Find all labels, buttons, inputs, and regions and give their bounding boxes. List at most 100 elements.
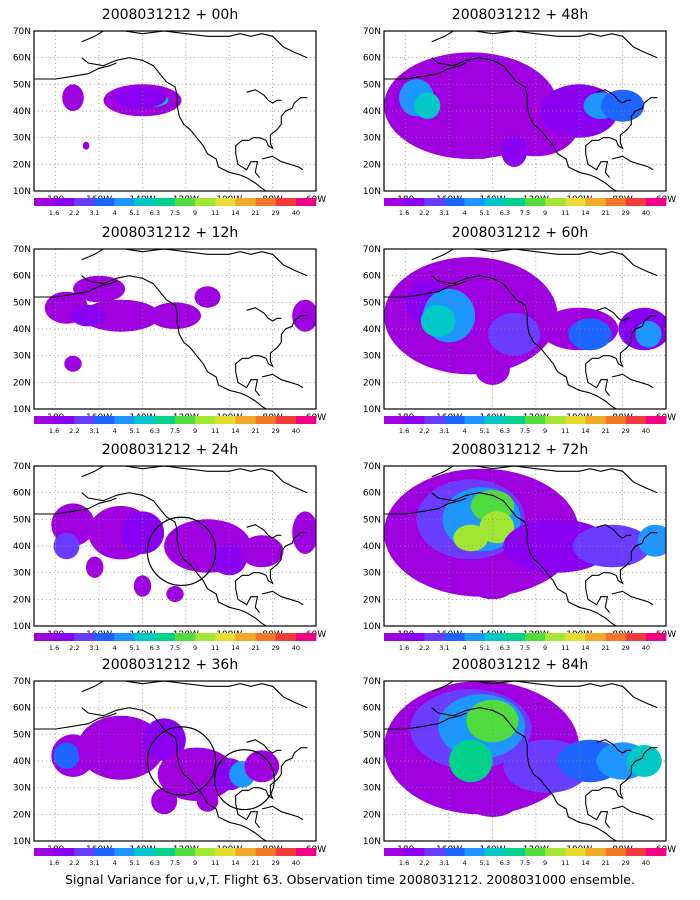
colorbar-label: 14	[231, 209, 239, 217]
coastline	[585, 747, 658, 829]
colorbar-label: 40	[292, 427, 300, 435]
colorbar-swatch	[464, 633, 485, 641]
colorbar-label: 5.1	[130, 644, 140, 652]
map-frame	[383, 248, 667, 410]
panel-title: 2008031212 + 60h	[451, 225, 589, 241]
colorbar-swatch	[94, 198, 115, 206]
colorbar-swatch	[114, 416, 135, 424]
map-frame	[33, 248, 317, 410]
colorbar-label: 3.1	[439, 859, 449, 867]
lat-tick-label: 40N	[13, 107, 31, 117]
colorbar-label: 11	[561, 209, 569, 217]
colorbar-label: 3.1	[439, 209, 449, 217]
colorbar-label: 7.5	[520, 427, 530, 435]
colorbar-label: 11	[211, 427, 219, 435]
figure-caption: Signal Variance for u,v,T. Flight 63. Ob…	[65, 872, 635, 887]
colorbar-label: 1.6	[49, 427, 59, 435]
forecast-panel: 2008031212 + 12h10N20N30N40N50N60N70N180…	[0, 223, 340, 441]
colorbar-label: 9	[543, 209, 547, 217]
coastline	[431, 681, 658, 709]
panel-title: 2008031212 + 12h	[101, 225, 239, 241]
colorbar-label: 9	[543, 427, 547, 435]
lat-tick-label: 40N	[363, 542, 381, 552]
colorbar-swatch	[154, 633, 176, 641]
lat-tick-label: 20N	[363, 595, 381, 605]
colorbar-swatch	[384, 848, 405, 856]
colorbar-label: 29	[622, 859, 630, 867]
colorbar-swatch	[444, 198, 465, 206]
coastline	[384, 497, 467, 515]
colorbar-label: 2.2	[69, 209, 79, 217]
lat-tick-label: 60N	[13, 704, 31, 714]
colorbar-swatch	[565, 416, 586, 424]
colorbar-label: 2.2	[419, 209, 429, 217]
map-plot: 10N20N30N40N50N60N70N180160W140W120W100W…	[363, 677, 676, 867]
colorbar-swatch	[605, 633, 626, 641]
coastline	[261, 590, 304, 606]
colorbar-label: 14	[581, 427, 589, 435]
lat-tick-label: 20N	[363, 160, 381, 170]
map-plot: 10N20N30N40N50N60N70N180160W140W120W100W…	[13, 462, 326, 652]
colorbar-label: 21	[601, 427, 609, 435]
colorbar-swatch	[295, 198, 317, 206]
colorbar-label: 40	[642, 644, 650, 652]
lat-tick-label: 10N	[13, 622, 31, 632]
colorbar-label: 5.1	[480, 427, 490, 435]
coastline	[611, 805, 654, 821]
colorbar-label: 29	[272, 427, 280, 435]
colorbar-label: 5.1	[480, 209, 490, 217]
variance-contour	[501, 135, 528, 167]
colorbar-swatch	[195, 633, 216, 641]
colorbar-label: 6.3	[500, 644, 510, 652]
colorbar-swatch	[525, 848, 546, 856]
colorbar-swatch	[384, 633, 405, 641]
coastline	[431, 275, 617, 409]
observation-circle	[146, 516, 217, 587]
colorbar-label: 7.5	[520, 859, 530, 867]
colorbar-swatch	[605, 198, 626, 206]
variance-contour	[244, 750, 280, 783]
variance-contour	[81, 299, 160, 332]
colorbar-swatch	[54, 633, 75, 641]
colorbar-swatch	[235, 848, 256, 856]
variance-contour	[600, 89, 645, 122]
panel-title: 2008031212 + 36h	[101, 657, 239, 673]
colorbar-swatch	[114, 633, 135, 641]
colorbar-label: 6.3	[150, 644, 160, 652]
colorbar-swatch	[605, 416, 626, 424]
colorbar-swatch	[625, 198, 647, 206]
colorbar-label: 29	[622, 644, 630, 652]
lat-tick-label: 70N	[13, 27, 31, 37]
coastline	[431, 492, 617, 626]
colorbar-label: 6.3	[500, 427, 510, 435]
lat-tick-label: 50N	[13, 80, 31, 90]
colorbar-label: 11	[211, 644, 219, 652]
colorbar-swatch	[565, 848, 586, 856]
colorbar-label: 5.1	[480, 859, 490, 867]
map-frame	[383, 465, 667, 627]
coastline	[611, 373, 654, 389]
colorbar-label: 9	[193, 209, 197, 217]
colorbar-label: 5.1	[480, 644, 490, 652]
coastline	[585, 532, 658, 614]
lat-tick-label: 10N	[13, 187, 31, 197]
colorbar-label: 2.2	[419, 859, 429, 867]
map-plot: 10N20N30N40N50N60N70N180160W140W120W100W…	[13, 677, 326, 867]
lat-tick-label: 50N	[363, 80, 381, 90]
colorbar-swatch	[565, 198, 586, 206]
map-plot: 10N20N30N40N50N60N70N180160W140W120W100W…	[363, 245, 676, 435]
forecast-panel: 2008031212 + 24h10N20N30N40N50N60N70N180…	[0, 440, 340, 658]
colorbar-label: 14	[231, 644, 239, 652]
coastline	[81, 249, 308, 277]
lat-tick-label: 50N	[363, 515, 381, 525]
coastline	[81, 57, 267, 191]
colorbar-swatch	[484, 848, 506, 856]
colorbar-swatch	[195, 416, 216, 424]
colorbar-swatch	[464, 198, 485, 206]
colorbar-label: 7.5	[170, 209, 180, 217]
lat-tick-label: 70N	[363, 245, 381, 255]
colorbar-swatch	[94, 633, 115, 641]
colorbar-label: 40	[642, 209, 650, 217]
colorbar-swatch	[295, 633, 317, 641]
colorbar-swatch	[255, 848, 276, 856]
